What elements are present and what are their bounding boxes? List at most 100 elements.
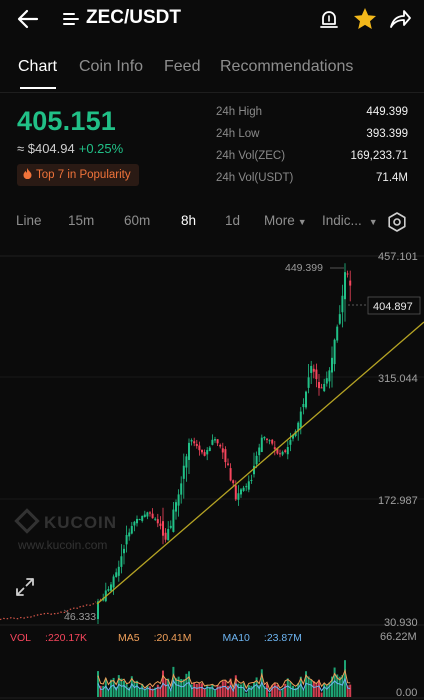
legend-value: 220.17K	[47, 632, 88, 644]
volume-bar	[120, 678, 123, 697]
stat-label: 24h Vol(USDT)	[216, 172, 294, 184]
stat-value: 449.399	[366, 106, 408, 118]
badge-label: Top 7 in Popularity	[36, 169, 131, 181]
volume-bar	[123, 680, 125, 697]
volume-bar	[156, 684, 159, 697]
volume-bar	[279, 691, 281, 697]
volume-bar	[99, 685, 102, 697]
watermark-brand: KUCOIN	[44, 513, 118, 532]
interval-60m[interactable]: 60m	[124, 213, 151, 228]
candle-body	[271, 439, 274, 444]
volume-bar	[273, 682, 276, 697]
volume-bar	[214, 690, 216, 697]
volume-bar	[346, 685, 349, 697]
y-axis-label: 315.044	[378, 373, 418, 385]
share-icon[interactable]	[388, 8, 412, 30]
volume-bar	[128, 687, 131, 697]
high-marker: 449.399	[285, 262, 323, 274]
candle-body	[310, 365, 313, 373]
active-tab-indicator	[20, 87, 56, 89]
volume-bar	[193, 682, 196, 697]
candle-body	[221, 448, 224, 453]
interval-15m[interactable]: 15m	[68, 213, 95, 228]
tab-recommendations[interactable]: Recommendations	[220, 58, 354, 75]
candle-body	[156, 519, 159, 524]
volume-bar	[253, 682, 255, 697]
candle-body	[146, 512, 149, 517]
volume-bar	[216, 685, 219, 697]
volume-bar	[149, 686, 151, 697]
interval-8h[interactable]: 8h	[181, 213, 197, 228]
candle-body	[164, 532, 167, 540]
interval-1d[interactable]: 1d	[225, 213, 241, 228]
volume-bar	[185, 673, 188, 697]
more-label: More	[264, 213, 295, 228]
price-alert-icon[interactable]	[318, 8, 340, 30]
section-tabs: Chart Coin Info Feed Recommendations	[0, 58, 424, 89]
candles	[97, 263, 352, 624]
volume-bar	[323, 683, 326, 697]
candle-body	[253, 465, 255, 475]
candlestick-chart[interactable]: 404.897 449.399 46.333 457.101 315.044 1…	[0, 240, 424, 700]
stat-24h-low: 24h Low 393.399	[216, 128, 408, 146]
volume-bar	[312, 681, 315, 697]
interval-more[interactable]: More ▼	[264, 213, 307, 228]
candle-body	[211, 439, 214, 445]
chart-settings-icon[interactable]	[386, 211, 408, 233]
tab-chart[interactable]: Chart	[18, 58, 58, 75]
candle-body	[240, 489, 242, 495]
volume-bar	[112, 677, 115, 697]
volume-bar	[136, 680, 138, 697]
volume-bar	[338, 676, 341, 697]
volume-bar	[224, 679, 227, 697]
stat-24h-vol-zec: 24h Vol(ZEC) 169,233.71	[216, 150, 408, 168]
volume-bar	[208, 686, 211, 697]
y-axis-label: 172.987	[378, 495, 418, 507]
back-arrow-icon[interactable]	[16, 8, 40, 30]
candle-body	[216, 439, 219, 444]
volume-axis-max: 66.22M	[380, 631, 417, 643]
candle-body	[159, 523, 162, 526]
volume-bar	[115, 686, 118, 697]
volume-bar	[130, 676, 133, 697]
volume-bar	[201, 683, 203, 697]
tab-coin-info[interactable]: Coin Info	[79, 58, 144, 75]
volume-bar	[159, 686, 162, 697]
volume-bar	[315, 683, 318, 697]
fullscreen-icon[interactable]	[14, 576, 36, 598]
stat-value: 393.399	[366, 128, 408, 140]
pair-list-icon[interactable]	[62, 10, 80, 28]
candle-body	[292, 434, 294, 439]
volume-bar	[349, 684, 352, 697]
stat-24h-high: 24h High 449.399	[216, 106, 408, 124]
indicators-label: Indic...	[322, 213, 362, 228]
pair-title[interactable]: ZEC/USDT	[86, 7, 181, 28]
price-chart[interactable]: 404.897 449.399 46.333 457.101 315.044 1…	[0, 240, 424, 700]
vol-legend-vol: VOL:220.17K	[10, 632, 88, 644]
candle-body	[260, 437, 263, 453]
interval-line[interactable]: Line	[16, 213, 42, 228]
ma10-line	[97, 677, 351, 693]
candle-body	[117, 566, 120, 576]
legend-name: MA5	[117, 632, 140, 644]
candle-body	[294, 431, 297, 436]
candle-body	[232, 480, 235, 484]
volume-bar	[266, 683, 268, 697]
volume-bar	[234, 675, 237, 697]
candle-body	[125, 534, 128, 545]
volume-bar	[320, 692, 323, 697]
volume-bar	[175, 678, 177, 697]
indicators-menu[interactable]: Indic... ▼	[322, 213, 378, 228]
volume-bar	[211, 684, 214, 697]
candle-body	[130, 526, 133, 534]
volume-bar	[180, 679, 183, 697]
candle-body	[289, 440, 292, 445]
popularity-badge[interactable]: Top 7 in Popularity	[17, 164, 139, 186]
low-marker: 46.333	[64, 611, 96, 623]
candle-body	[338, 314, 341, 324]
favorite-star-icon[interactable]	[352, 6, 378, 32]
volume-bar	[219, 685, 222, 697]
volume-bar	[229, 678, 232, 697]
tab-feed[interactable]: Feed	[164, 58, 201, 75]
volume-bar	[146, 685, 149, 697]
